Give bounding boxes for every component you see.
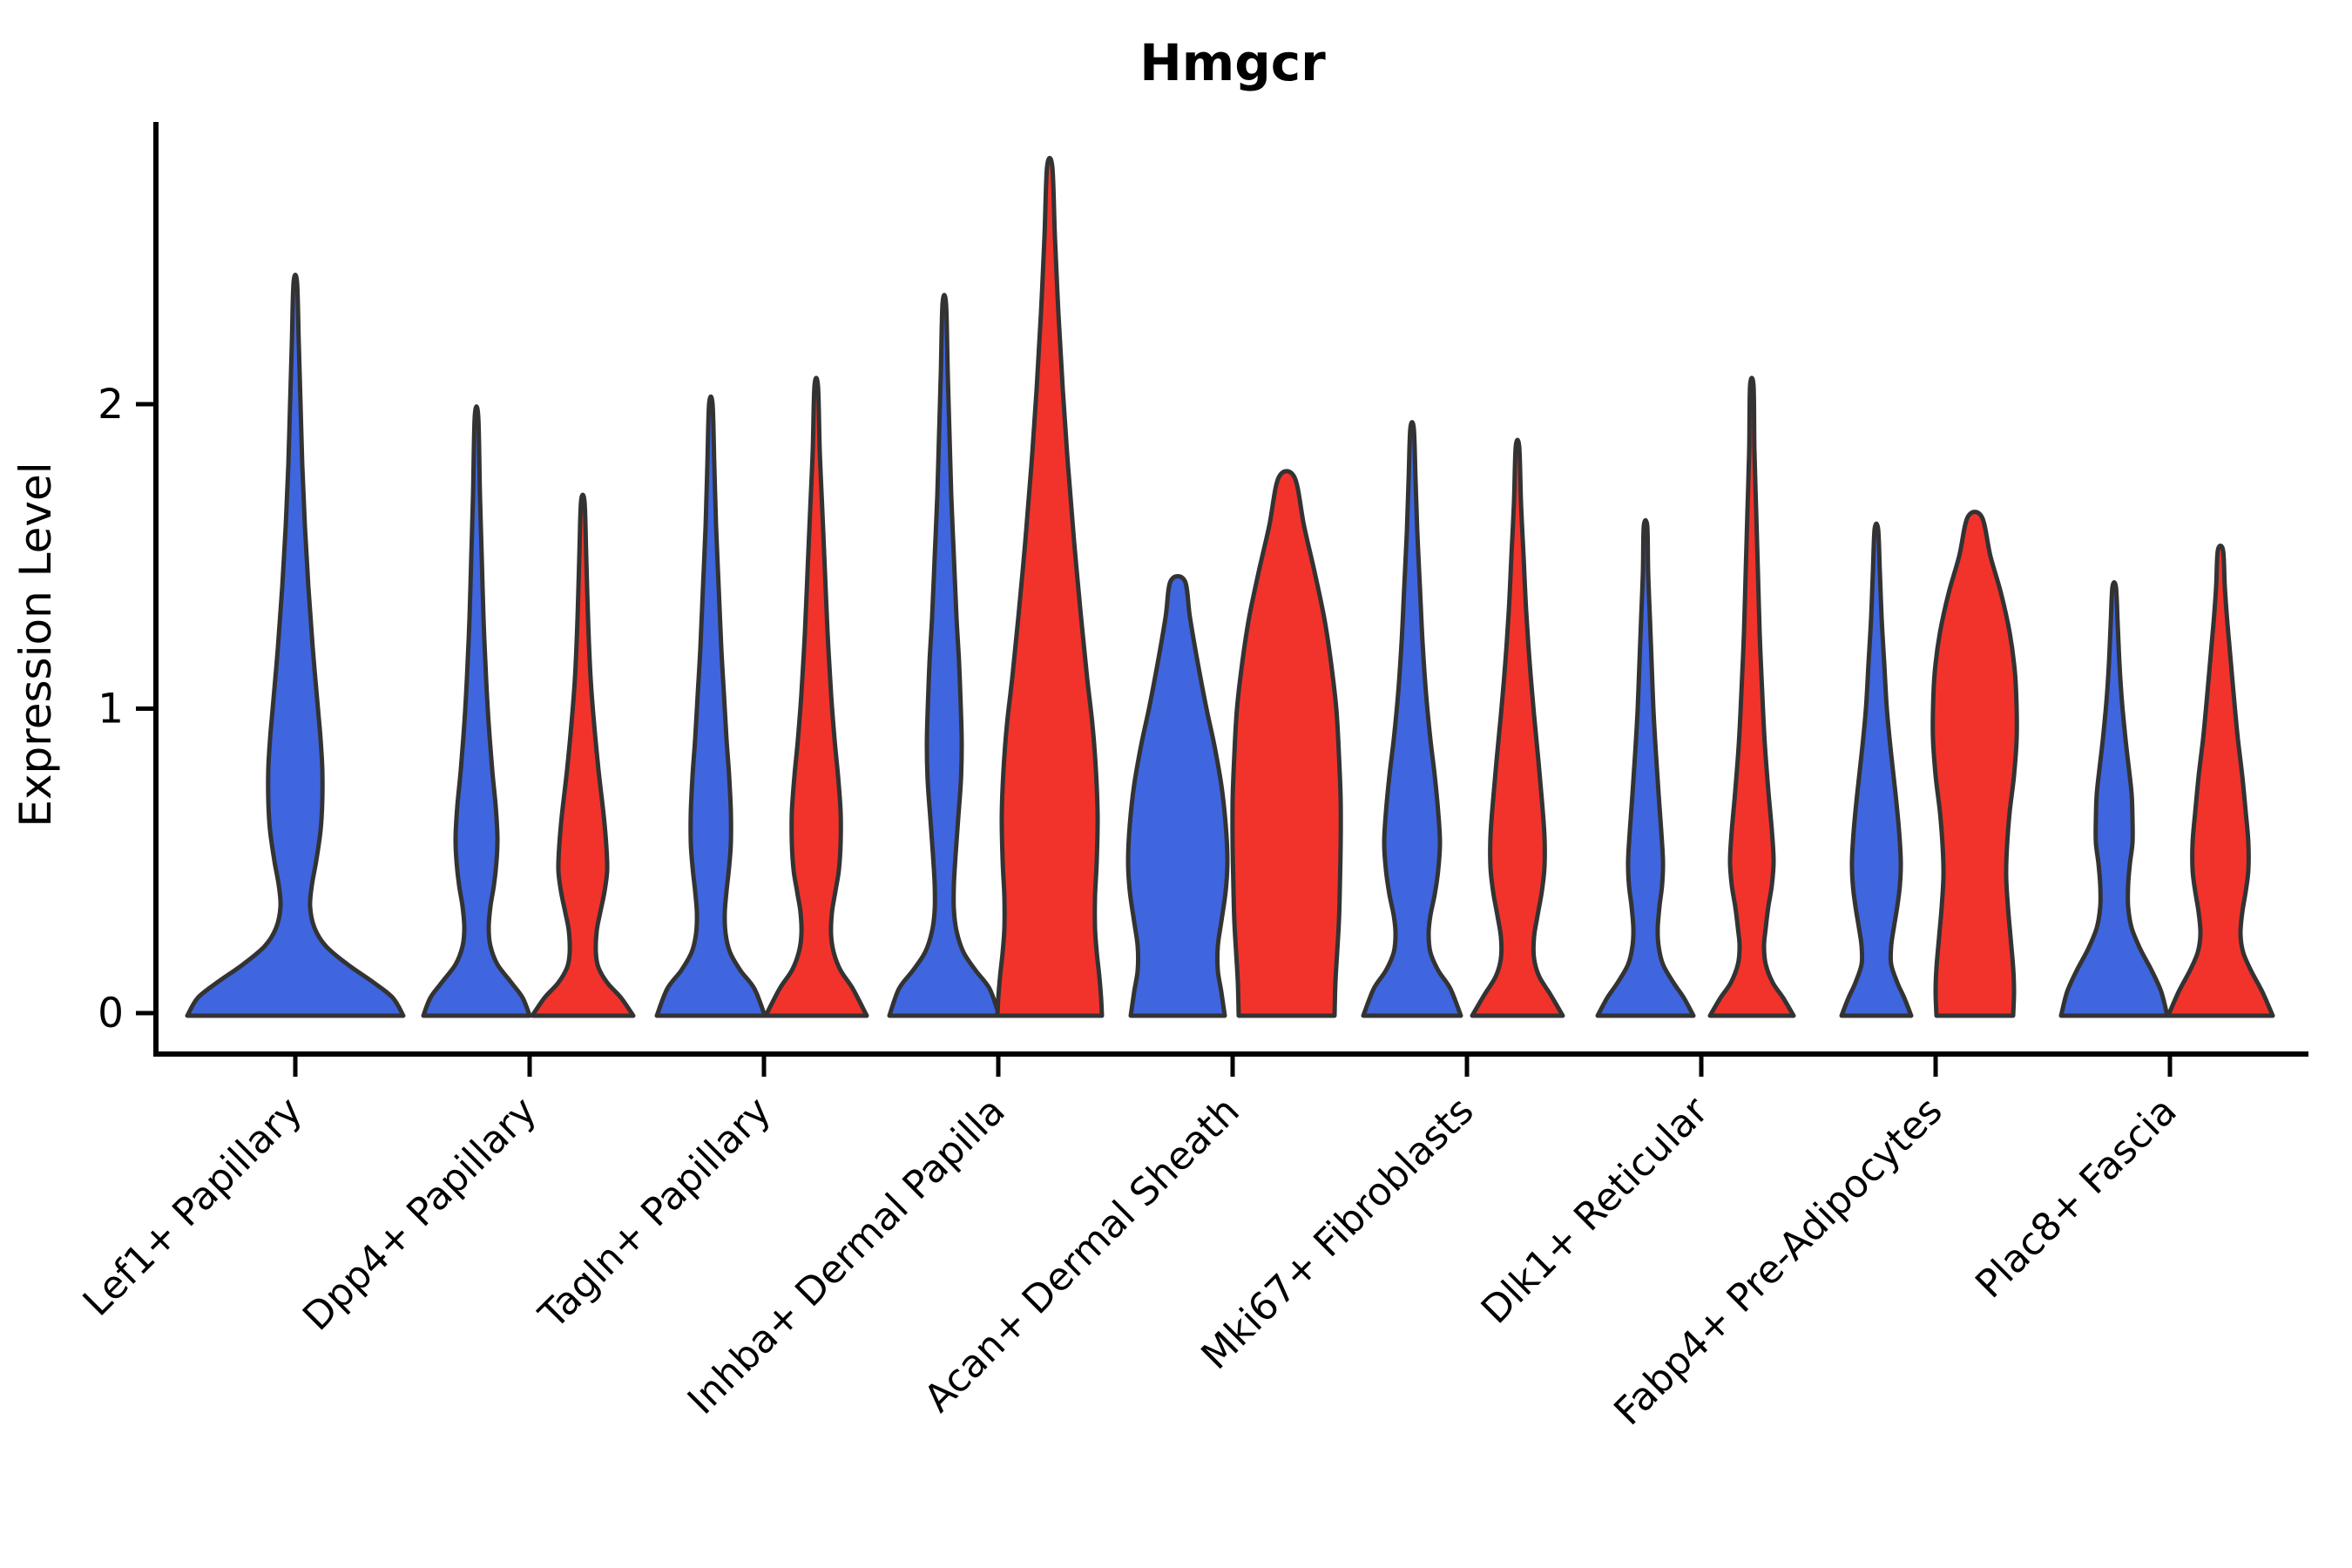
- violin-red-acan-dermal-sheath: [1230, 469, 1343, 1018]
- axes-layer: [153, 122, 2308, 1057]
- x-tick-label-plac8-fascia: Plac8+ Fascia: [1967, 1089, 2186, 1308]
- violin-blue-dlk1-reticular: [1595, 517, 1696, 1018]
- violin-blue-plac8-fascia: [2058, 579, 2170, 1018]
- x-tick-label-dlk1-reticular: Dlk1+ Reticular: [1473, 1088, 1718, 1333]
- violins-layer: [185, 155, 2275, 1018]
- violin-red-tagln-papillary: [763, 375, 869, 1018]
- y-axis-label: Expression Level: [10, 462, 61, 827]
- x-tick-label-mki67-fibroblasts: Mki67+ Fibroblasts: [1193, 1089, 1482, 1378]
- x-tick-label-lef1-papillary: Lef1+ Papillary: [75, 1089, 311, 1325]
- y-tick-label-2: 2: [98, 381, 124, 429]
- violin-red-plac8-fascia: [2166, 544, 2275, 1018]
- x-tick-label-dpp4-papillary: Dpp4+ Papillary: [294, 1089, 545, 1340]
- violin-red-dpp4-papillary: [530, 492, 636, 1018]
- y-axis-spine: [153, 122, 159, 1057]
- y-tick-label-1: 1: [98, 686, 124, 733]
- violin-blue-fabp4-pre-adipocytes: [1839, 521, 1914, 1018]
- violin-blue-lef1-papillary: [185, 273, 406, 1018]
- violin-blue-acan-dermal-sheath: [1125, 573, 1230, 1018]
- violin-blue-inhba-dermal-papilla: [887, 293, 1002, 1018]
- y-ticks: 0 1 2: [98, 381, 156, 1037]
- x-tick-label-tagln-papillary: Tagln+ Papillary: [531, 1089, 780, 1338]
- violin-red-fabp4-pre-adipocytes: [1930, 510, 2019, 1018]
- violin-blue-mki67-fibroblasts: [1361, 420, 1463, 1018]
- violin-red-inhba-dermal-papilla: [995, 155, 1105, 1018]
- y-tick-label-0: 0: [98, 990, 124, 1037]
- violin-red-mki67-fibroblasts: [1470, 437, 1565, 1018]
- x-axis-spine: [153, 1051, 2308, 1057]
- violin-red-dlk1-reticular: [1707, 375, 1796, 1018]
- violin-blue-dpp4-papillary: [421, 404, 532, 1018]
- violin-blue-tagln-papillary: [654, 394, 767, 1018]
- plot-title: Hmgcr: [1139, 33, 1326, 92]
